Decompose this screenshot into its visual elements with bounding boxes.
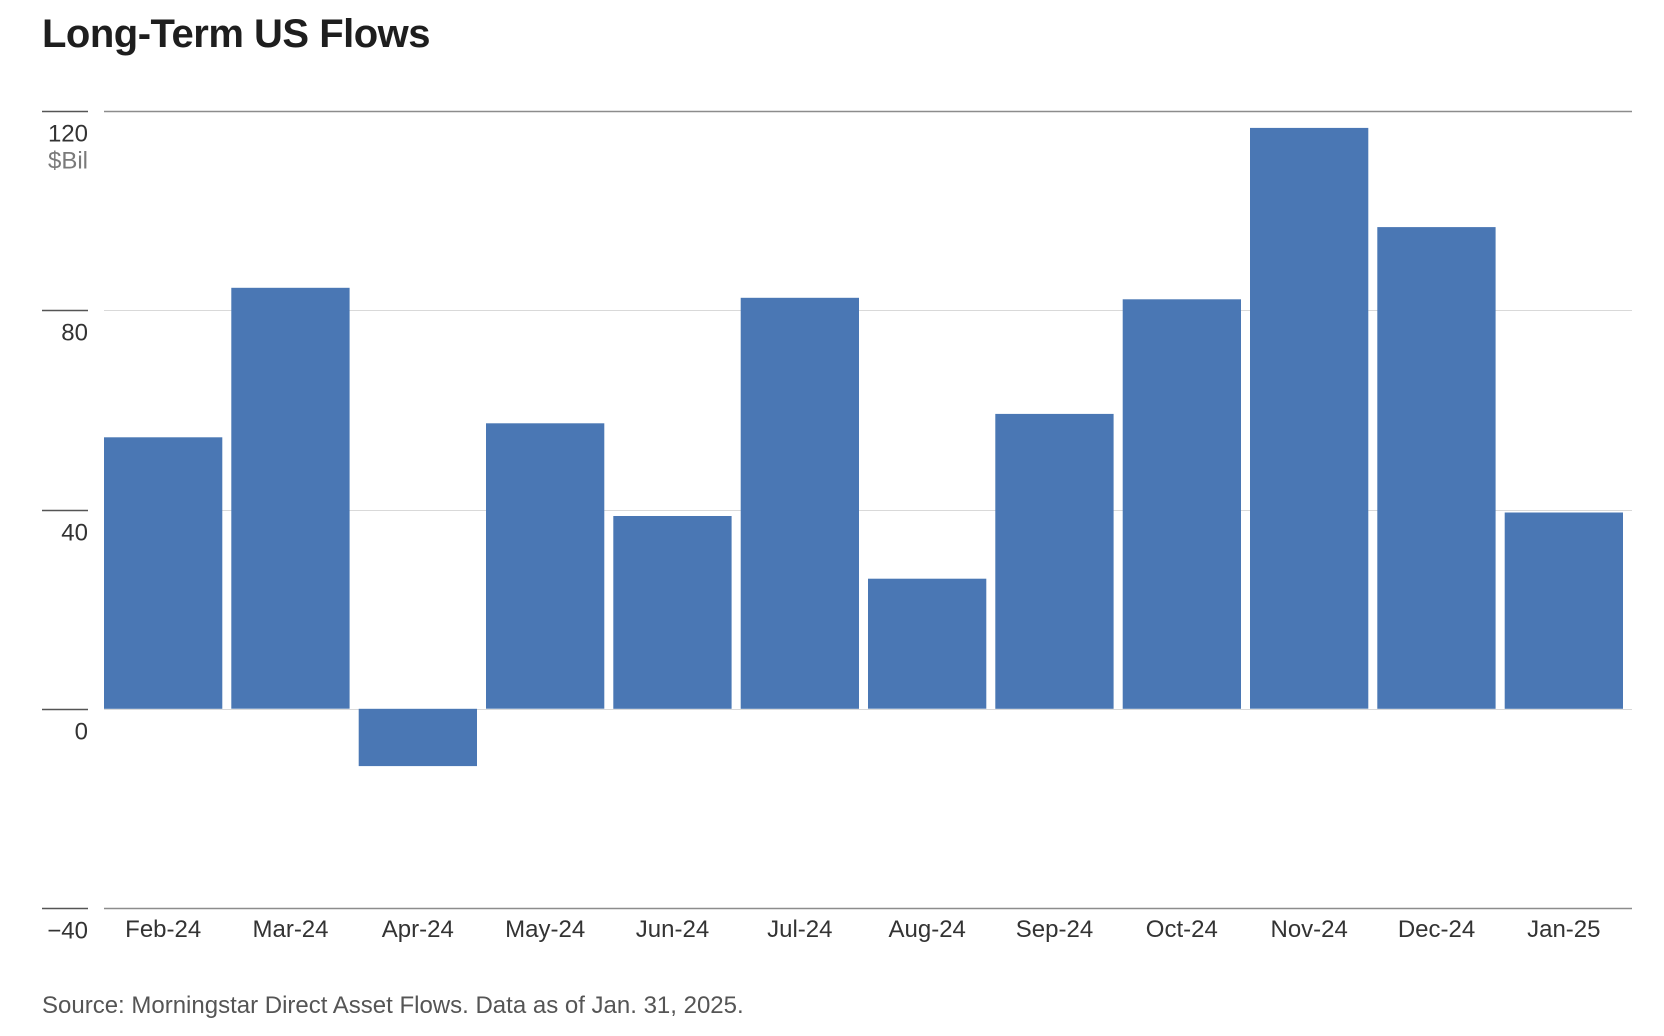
x-tick-label: Apr-24 — [382, 916, 454, 943]
bar-nov-24 — [1250, 127, 1369, 709]
bar-feb-24 — [104, 437, 223, 709]
y-tick-label: 120 — [48, 121, 88, 148]
x-tick-label: Jul-24 — [767, 916, 832, 943]
bar-apr-24 — [358, 708, 477, 767]
bar-jan-25 — [1504, 512, 1623, 709]
bar-oct-24 — [1122, 299, 1241, 709]
y-tick-label: 80 — [61, 320, 88, 347]
y-tick-label: 0 — [75, 719, 88, 746]
y-unit-label: $Bil — [48, 148, 88, 175]
x-tick-label: Aug-24 — [889, 916, 966, 943]
x-tick-label: Dec-24 — [1398, 916, 1475, 943]
x-axis: Feb-24 Mar-24 Apr-24 May-24 Jun-24 Jul-24 Aug-… — [125, 916, 1600, 943]
source-note: Source: Morningstar Direct Asset Flows. … — [42, 992, 744, 1019]
y-axis: 120 80 40 0 −40 $Bil — [42, 110, 88, 945]
x-tick-label: May-24 — [505, 916, 585, 943]
x-tick-label: Feb-24 — [125, 916, 201, 943]
bar-jun-24 — [613, 516, 732, 709]
bars — [104, 127, 1623, 767]
x-tick-label: Jun-24 — [636, 916, 709, 943]
gridlines — [104, 110, 1632, 910]
bar-mar-24 — [231, 287, 350, 709]
x-tick-label: Jan-25 — [1527, 916, 1600, 943]
x-tick-label: Mar-24 — [252, 916, 328, 943]
bar-sep-24 — [995, 413, 1114, 709]
x-tick-label: Sep-24 — [1016, 916, 1093, 943]
x-tick-label: Oct-24 — [1146, 916, 1218, 943]
bar-may-24 — [486, 423, 605, 709]
bar-dec-24 — [1377, 227, 1496, 709]
bar-jul-24 — [740, 297, 859, 709]
bar-aug-24 — [868, 578, 987, 709]
y-tick-label: 40 — [61, 520, 88, 547]
y-tick-label: −40 — [47, 918, 88, 945]
x-tick-label: Nov-24 — [1271, 916, 1348, 943]
chart-title: Long-Term US Flows — [42, 12, 431, 56]
